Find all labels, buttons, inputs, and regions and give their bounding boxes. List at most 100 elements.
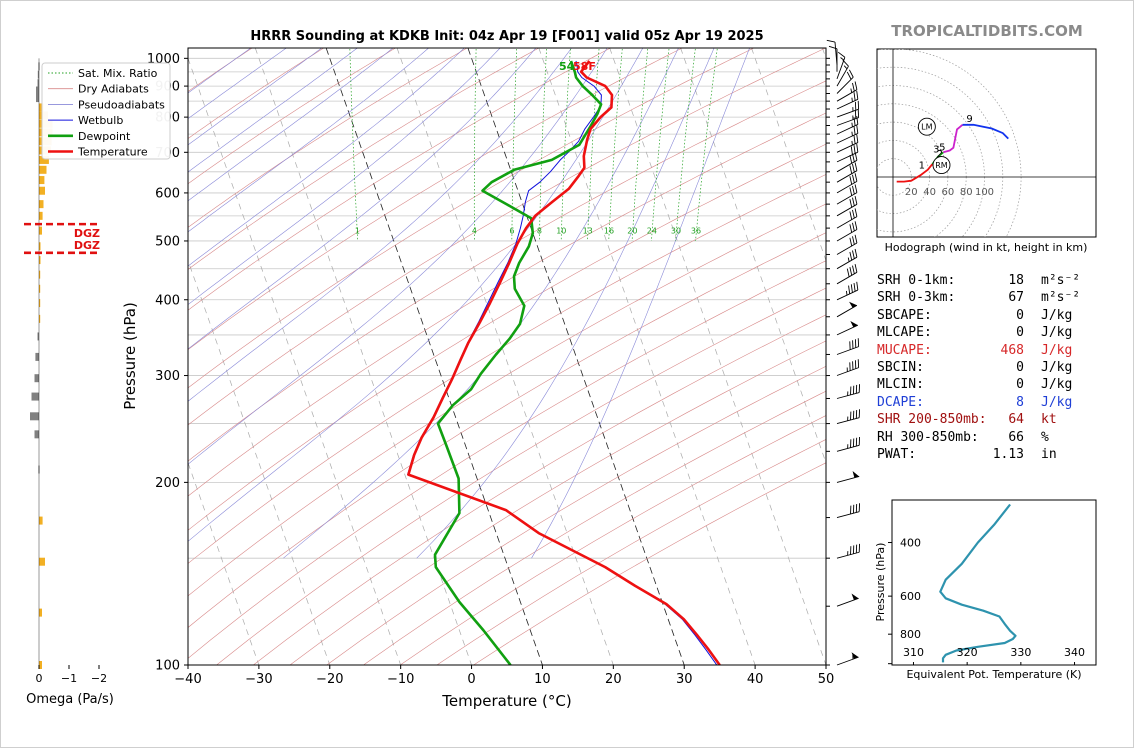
wind-barb <box>836 109 860 126</box>
y-tick-label: 300 <box>155 369 180 384</box>
profile-dewpoint <box>433 60 603 665</box>
pseudoadiabat <box>188 48 465 267</box>
wind-barb <box>836 134 859 153</box>
index-unit: J/kg <box>1041 325 1073 341</box>
omega-bar <box>35 352 39 361</box>
wind-barb <box>836 125 859 144</box>
dry-adiabat <box>188 48 325 139</box>
hodograph-frame <box>876 48 1097 238</box>
mixing-ratio-label: 1 <box>355 227 360 236</box>
index-value: 18 <box>1008 273 1024 288</box>
y-tick-label: 400 <box>155 293 180 308</box>
mixing-ratio-label: 24 <box>647 227 657 236</box>
wind-barb <box>836 248 858 270</box>
dry-adiabat <box>188 48 253 92</box>
omega-bar <box>37 332 39 341</box>
index-row: MLCIN: 0 J/kg <box>877 376 1092 393</box>
index-label: SBCIN: <box>877 359 924 375</box>
index-label: PWAT: <box>877 446 917 462</box>
wind-barb <box>836 234 858 255</box>
wind-barbs <box>826 39 861 666</box>
pseudoadiabat <box>188 48 572 402</box>
isotherm-line <box>325 48 543 665</box>
isotherm-line <box>538 48 756 665</box>
hodograph-trace <box>962 123 1009 140</box>
wind-barb <box>836 221 858 242</box>
hodograph-height-label: 3 <box>933 144 939 155</box>
index-value: 66 <box>1008 429 1024 445</box>
omega-bar <box>30 412 39 421</box>
index-row: DCAPE: 8 J/kg <box>877 394 1092 411</box>
dry-adiabat <box>188 48 683 350</box>
surface-temperature-label: 58F <box>573 60 596 73</box>
omega-bar <box>34 430 39 439</box>
omega-bar <box>39 103 44 112</box>
index-label: SRH 0-3km: <box>877 290 956 306</box>
omega-bar <box>37 79 39 88</box>
pseudoadiabat <box>188 48 394 202</box>
index-row: MUCAPE: 468 J/kg <box>877 342 1092 359</box>
hodograph-panel: 20 40 60 80 100 1 23 5 9 LM RM <box>876 48 1097 238</box>
pseudoadiabat <box>188 48 501 306</box>
wind-barb <box>836 100 860 118</box>
index-row: SRH 0-3km: 67 m²s⁻² <box>877 289 1092 306</box>
index-row: SBCAPE: 0 J/kg <box>877 307 1092 324</box>
x-tick-label: 50 <box>818 672 835 687</box>
dry-adiabat <box>188 80 826 462</box>
index-label: SHR 200-850mb: <box>877 412 987 428</box>
mixing-ratio-label: 16 <box>604 227 614 236</box>
storm-motion-label: LM <box>921 123 932 132</box>
index-row: SBCIN: 0 J/kg <box>877 359 1092 376</box>
index-value: 0 <box>1016 359 1024 375</box>
pseudoadiabat <box>531 48 750 559</box>
index-value: 0 <box>1016 325 1024 341</box>
theta-e-y-tick-label: 800 <box>900 628 921 641</box>
index-label: DCAPE: <box>877 394 924 410</box>
y-tick-label: 600 <box>155 186 180 201</box>
pseudoadiabat <box>188 48 430 233</box>
pseudoadiabat <box>188 48 252 94</box>
index-unit: in <box>1041 446 1057 462</box>
hodograph-height-label: 5 <box>939 142 945 153</box>
dry-adiabat <box>188 48 755 389</box>
mixing-ratio-label: 4 <box>472 227 477 236</box>
index-unit: m²s⁻² <box>1041 290 1081 306</box>
skewt-profiles: 1 4 6 8 10 13 16 20 24 30 36 <box>355 60 721 665</box>
theta-e-profile <box>939 503 1017 663</box>
dry-adiabat <box>326 365 826 665</box>
mixing-ratio-label: 8 <box>537 227 542 236</box>
hodograph-height-label: 2 <box>937 149 943 160</box>
omega-tick-label: −2 <box>91 672 107 685</box>
dry-adiabat <box>188 48 826 426</box>
mixing-ratio-line <box>608 48 623 242</box>
pseudoadiabat <box>188 48 287 120</box>
hodograph-trace <box>943 124 964 154</box>
index-unit: m²s⁻² <box>1041 273 1081 288</box>
wind-barb <box>836 196 858 217</box>
wind-barb <box>836 409 861 425</box>
omega-bar <box>36 86 39 95</box>
omega-bar <box>39 226 42 235</box>
dgz-label: DGZ <box>74 239 100 252</box>
omega-bar <box>34 374 39 383</box>
profile-temperature <box>407 60 721 665</box>
mixing-ratio-label: 20 <box>627 227 637 236</box>
isotherm-line <box>680 48 826 464</box>
index-label: RH 300-850mb: <box>877 429 979 445</box>
omega-axis-label: Omega (Pa/s) <box>26 692 114 707</box>
theta-e-y-label: Pressure (hPa) <box>874 543 887 622</box>
index-value: 1.13 <box>992 446 1024 462</box>
index-row: SHR 200-850mb: 64 kt <box>877 411 1092 428</box>
wind-barb <box>836 281 859 301</box>
omega-bar <box>39 284 41 293</box>
omega-tick-label: −1 <box>61 672 77 685</box>
x-tick-label: −20 <box>316 672 343 687</box>
legend-entry: Temperature <box>77 146 148 159</box>
omega-bar <box>39 155 49 164</box>
legend-entry: Dry Adiabats <box>78 83 149 96</box>
hodograph-tick-label: 60 <box>942 187 955 198</box>
wind-barb <box>836 59 849 87</box>
mixing-ratio-line <box>511 48 518 242</box>
wind-barb <box>836 264 858 285</box>
